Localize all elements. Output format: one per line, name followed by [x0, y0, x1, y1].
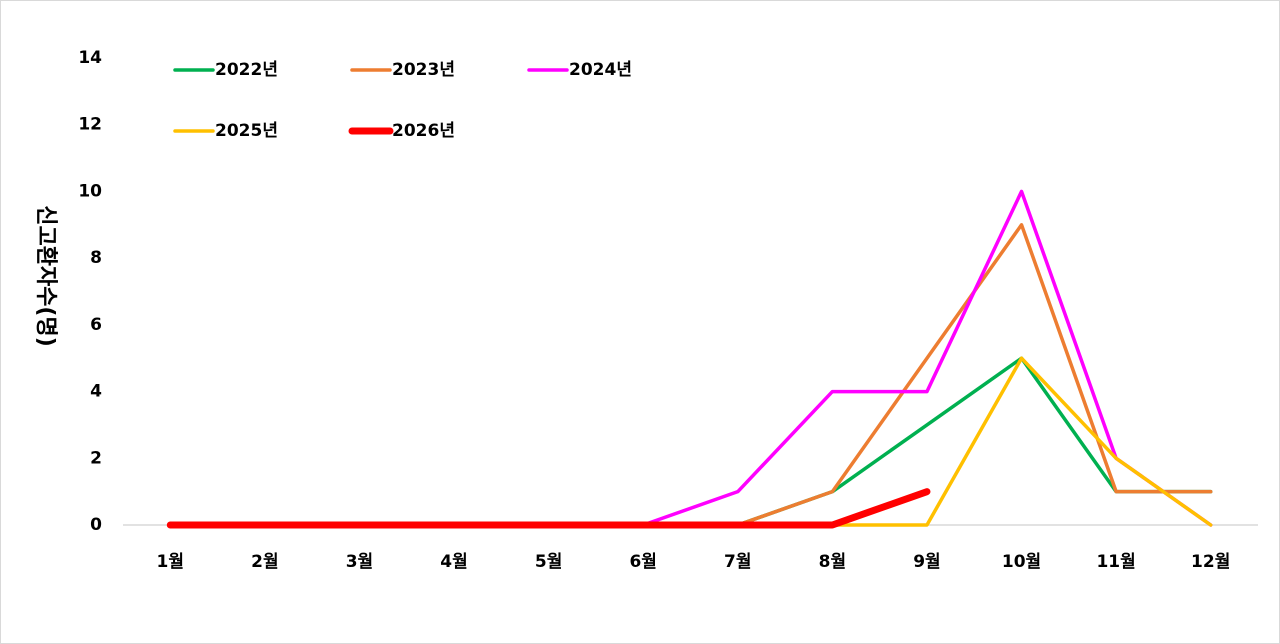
x-tick-label: 2월: [251, 552, 278, 572]
y-tick-label: 14: [78, 48, 102, 68]
x-tick-label: 5월: [535, 552, 562, 572]
y-tick-label: 8: [90, 248, 102, 268]
x-tick-label: 11월: [1096, 552, 1135, 572]
legend-label: 2024년: [569, 60, 632, 80]
legend-label: 2022년: [215, 60, 278, 80]
x-tick-label: 6월: [629, 552, 656, 572]
y-tick-label: 10: [78, 181, 102, 201]
series-line: [166, 488, 931, 529]
x-tick-label: 10월: [1002, 552, 1041, 572]
x-tick-label: 7월: [724, 552, 751, 572]
x-tick-label: 3월: [346, 552, 373, 572]
legend-label: 2026년: [392, 121, 455, 141]
x-tick-label: 8월: [819, 552, 846, 572]
y-tick-label: 2: [90, 448, 102, 468]
y-tick-label: 4: [90, 382, 102, 402]
x-tick-label: 9월: [913, 552, 940, 572]
x-tick-label: 1월: [157, 552, 184, 572]
x-tick-label: 4월: [440, 552, 467, 572]
legend-label: 2025년: [215, 121, 278, 141]
y-axis-label: 신고환자수(명): [33, 205, 58, 347]
y-tick-label: 12: [78, 115, 102, 135]
y-tick-label: 0: [90, 515, 102, 535]
y-tick-label: 6: [90, 315, 102, 335]
legend-label: 2023년: [392, 60, 455, 80]
x-tick-label: 12월: [1191, 552, 1230, 572]
